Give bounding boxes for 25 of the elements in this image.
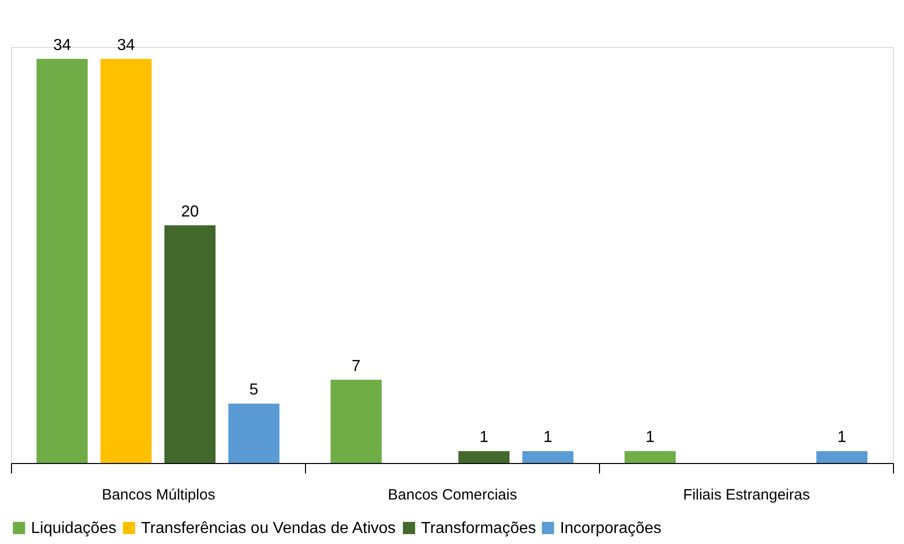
bar bbox=[164, 225, 216, 463]
bar bbox=[36, 58, 88, 463]
bar bbox=[624, 451, 676, 463]
data-label: 34 bbox=[53, 36, 72, 54]
bar bbox=[522, 451, 574, 463]
bar bbox=[458, 451, 510, 463]
legend-label: Liquidações bbox=[31, 520, 116, 537]
data-label: 1 bbox=[543, 429, 552, 446]
data-label: 1 bbox=[646, 429, 655, 446]
data-label: 1 bbox=[480, 429, 489, 446]
x-tick-label: Bancos Múltiplos bbox=[102, 486, 216, 504]
data-label: 20 bbox=[181, 203, 199, 220]
bar bbox=[816, 451, 868, 463]
x-tick-label: Filiais Estrangeiras bbox=[683, 486, 810, 504]
data-label: 7 bbox=[352, 358, 361, 375]
bar bbox=[330, 380, 382, 463]
legend-label: Incorporações bbox=[560, 520, 662, 537]
x-tick-label: Bancos Comerciais bbox=[388, 486, 518, 504]
legend-label: Transformações bbox=[421, 520, 536, 537]
data-label: 34 bbox=[117, 36, 136, 54]
data-label: 1 bbox=[837, 429, 846, 446]
data-label: 5 bbox=[249, 382, 258, 399]
bar bbox=[100, 58, 152, 463]
bar bbox=[228, 404, 280, 463]
legend-label: Transferências ou Vendas de Ativos bbox=[141, 520, 396, 537]
